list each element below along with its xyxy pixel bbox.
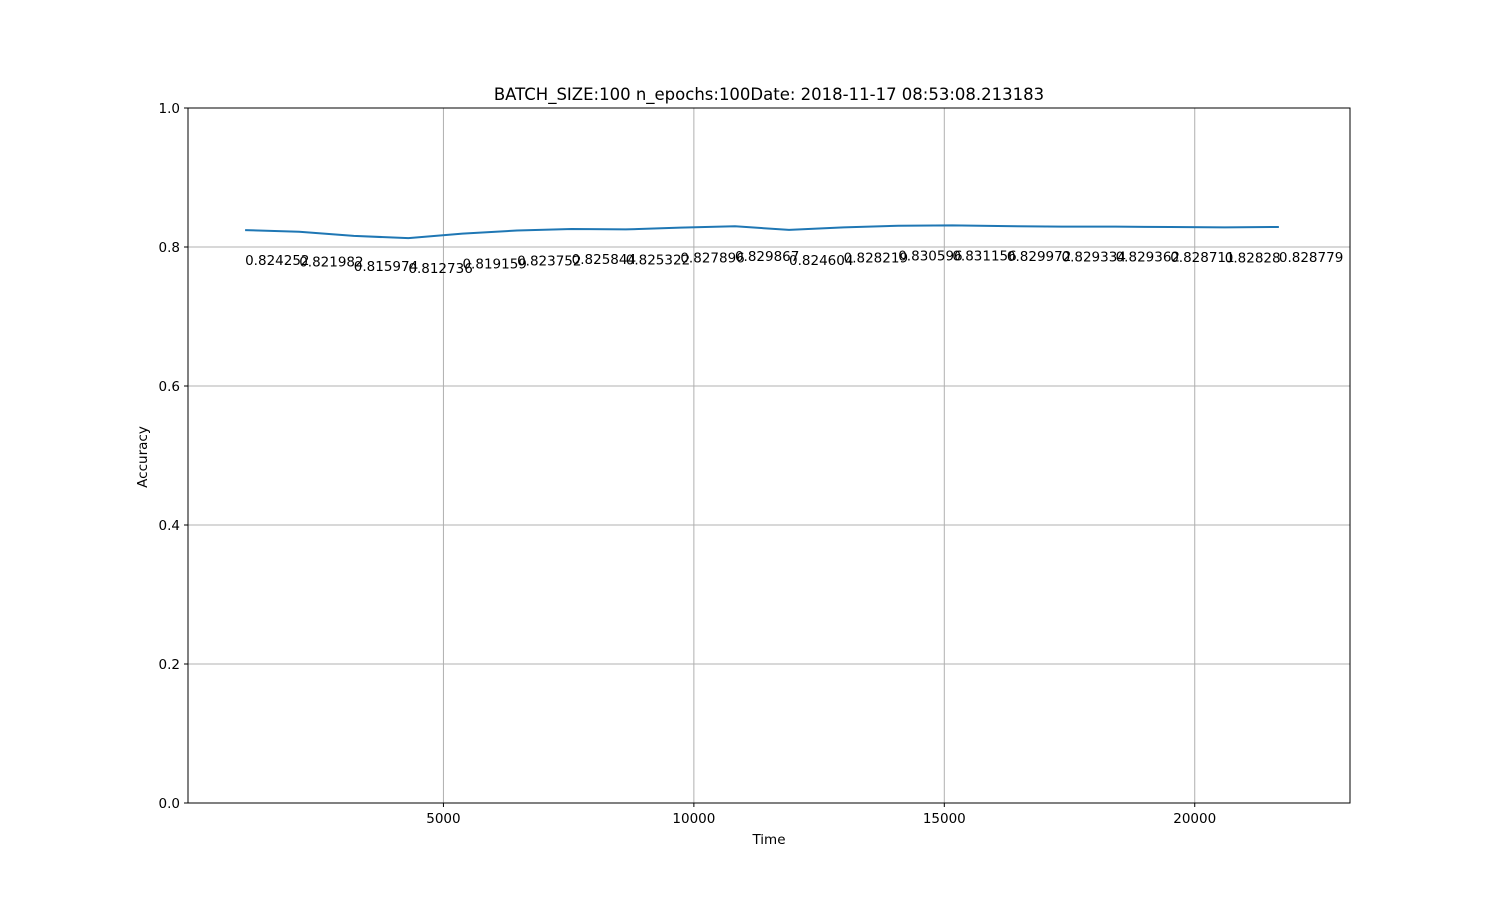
plot-area-frame [187,107,1351,804]
data-label: 0.819159 [462,257,526,273]
data-label: 0.824604 [789,253,853,269]
data-label: 0.827896 [680,251,744,267]
data-label: 0.824252 [245,253,309,269]
data-label: 0.828711 [1170,250,1234,266]
data-label: 0.821982 [299,255,363,271]
x-tick-label: 5000 [426,811,460,827]
axis-ticks: 5000 10000 15000 20000 0.0 0.2 0.4 0.6 0.8 1.0 [159,101,1217,827]
y-tick-label: 0.4 [159,518,180,534]
data-label: 0.815974 [354,259,418,275]
series-line [245,224,1279,240]
y-tick-label: 1.0 [159,101,180,117]
x-axis-title: Time [751,832,785,848]
chart-title: BATCH_SIZE:100 n_epochs:100Date: 2018-11… [494,85,1044,105]
y-tick-label: 0.2 [159,657,180,673]
data-label: 0.823752 [517,253,581,269]
data-label: 0.825844 [572,252,636,268]
data-label: 0.831156 [952,248,1016,264]
data-label: 0.82828 [1225,250,1281,266]
x-tick-label: 15000 [923,811,966,827]
data-label: 0.829972 [1007,249,1071,265]
y-tick-label: 0.8 [159,240,180,256]
data-label: 0.830596 [898,249,962,265]
data-label: 0.812736 [408,261,472,277]
data-labels: 0.8242520.8219820.8159740.8127360.819159… [245,248,1343,277]
data-label: 0.829867 [735,249,799,265]
data-label: 0.829362 [1116,250,1180,266]
y-tick-label: 0.0 [159,796,180,812]
x-tick-label: 10000 [672,811,715,827]
data-label: 0.825322 [626,252,690,268]
series-layer [245,224,1279,240]
data-label: 0.829334 [1062,250,1126,266]
y-axis-title: Accuracy [135,426,151,488]
x-tick-label: 20000 [1173,811,1216,827]
y-tick-label: 0.6 [159,379,180,395]
data-label: 0.828779 [1279,250,1343,266]
data-label: 0.828219 [844,250,908,266]
